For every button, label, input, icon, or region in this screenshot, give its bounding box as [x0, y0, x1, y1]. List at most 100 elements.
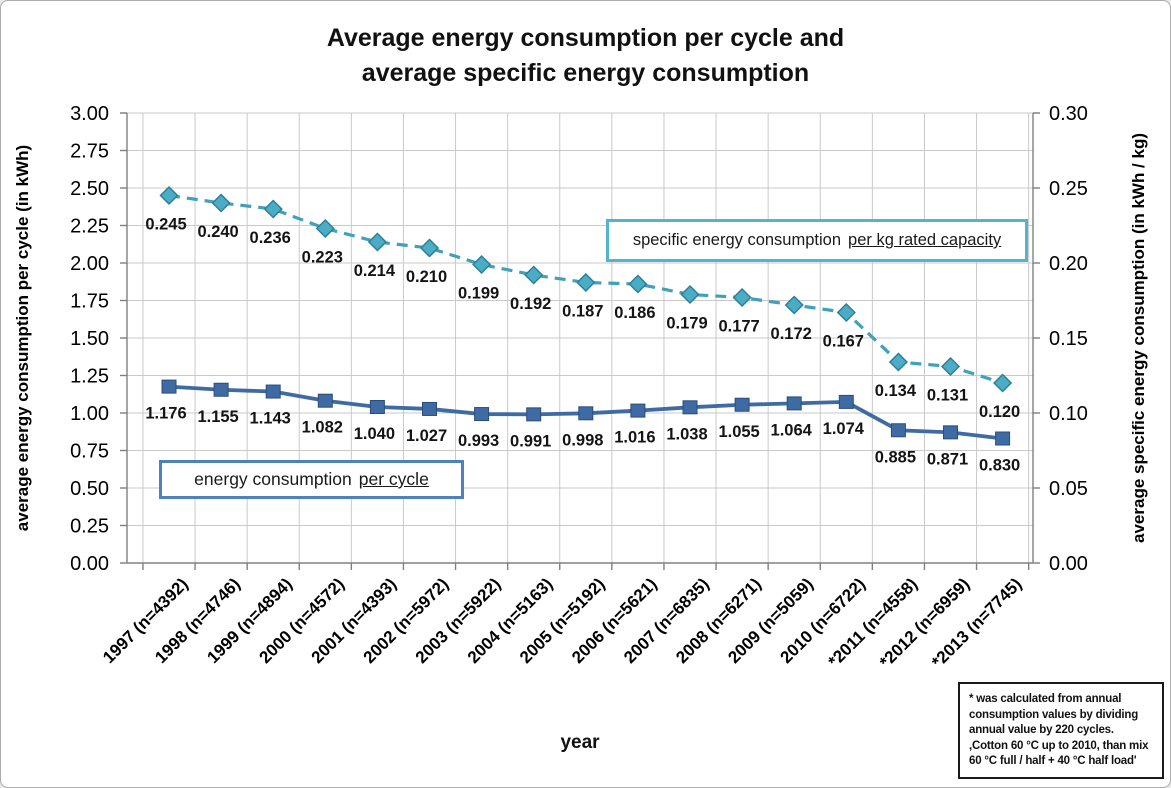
data-label: 0.186 [614, 304, 655, 322]
data-point-square [890, 423, 906, 438]
chart-title-line2: average specific energy consumption [361, 59, 810, 87]
data-point-diamond [315, 218, 335, 239]
data-label: 1.040 [354, 425, 395, 443]
chart-title: Average energy consumption per cycle and… [1, 21, 1170, 91]
data-point-square [474, 407, 490, 422]
data-label: 0.214 [354, 262, 396, 280]
data-point-square [265, 384, 281, 399]
data-label: 0.179 [666, 315, 707, 333]
y-left-tick-label: 2.00 [70, 253, 109, 275]
data-label: 1.082 [302, 419, 343, 437]
data-label: 1.027 [406, 427, 447, 445]
x-category-label: *2011 (n=4558) [825, 574, 922, 671]
data-label: 0.177 [718, 318, 759, 336]
data-label: 0.192 [510, 295, 551, 313]
data-point-square [630, 403, 646, 418]
data-point-square [578, 406, 594, 421]
data-label: 1.064 [771, 421, 813, 439]
legend-energy-cycle-text: energy consumption [194, 469, 352, 489]
data-label: 0.172 [771, 325, 812, 343]
data-label: 0.885 [875, 448, 916, 466]
data-point-square [213, 382, 229, 397]
data-label: 1.016 [614, 429, 655, 447]
data-point-square [422, 401, 437, 416]
data-label: 0.993 [458, 432, 499, 450]
data-point-square [682, 400, 698, 415]
data-point-diamond [628, 274, 648, 294]
data-point-square [526, 407, 542, 422]
data-point-square [734, 397, 750, 412]
y-axis-left-title: average energy consumption per cycle (in… [13, 145, 32, 531]
data-point-square [161, 379, 177, 394]
data-point-diamond [732, 287, 752, 308]
data-label: 0.120 [979, 403, 1020, 421]
data-point-square [943, 425, 958, 440]
data-point-diamond [993, 373, 1013, 393]
x-category-label: *2013 (n=7745) [928, 574, 1025, 671]
data-label: 1.074 [823, 420, 865, 438]
data-label: 0.240 [197, 223, 238, 241]
y-axis-right-title: average specific energy consumption (in … [1129, 133, 1148, 543]
data-point-diamond [263, 199, 283, 219]
y-left-tick-label: 0.25 [70, 516, 109, 538]
y-left-tick-label: 2.50 [70, 178, 109, 200]
y-left-tick-label: 0.75 [70, 441, 109, 463]
x-axis-title: year [560, 732, 600, 753]
y-left-tick-label: 1.25 [70, 366, 109, 388]
y-right-tick-label: 0.00 [1049, 553, 1088, 575]
y-right-tick-label: 0.15 [1049, 328, 1088, 350]
x-category-label: *2012 (n=6959) [876, 574, 973, 671]
data-point-diamond [784, 295, 804, 315]
y-right-tick-label: 0.05 [1049, 478, 1088, 500]
data-label: 0.199 [458, 285, 499, 303]
data-label: 0.131 [927, 387, 968, 405]
data-point-diamond [367, 232, 387, 252]
data-label: 1.176 [145, 405, 186, 423]
data-label: 0.871 [927, 450, 968, 468]
data-label: 0.167 [823, 333, 864, 351]
data-point-diamond [888, 352, 908, 372]
data-point-diamond [419, 238, 440, 258]
y-left-tick-label: 1.00 [70, 403, 109, 425]
y-left-tick-label: 1.75 [70, 291, 109, 313]
data-point-diamond [524, 265, 544, 285]
y-left-tick-label: 2.75 [70, 141, 109, 163]
data-point-diamond [940, 356, 961, 377]
data-label: 1.143 [250, 410, 291, 428]
chart-title-line1: Average energy consumption per cycle and [326, 24, 845, 52]
data-label: 1.155 [197, 408, 238, 426]
data-point-square [317, 393, 333, 408]
y-left-tick-label: 3.00 [70, 103, 109, 125]
data-label: 0.223 [302, 249, 343, 267]
data-label: 0.991 [510, 432, 551, 450]
data-label: 0.998 [562, 431, 603, 449]
data-label: 1.038 [666, 425, 707, 443]
data-label: 0.245 [145, 216, 186, 234]
legend-specific-energy-box: specific energy consumption per kg rated… [606, 219, 1028, 262]
data-point-diamond [576, 272, 596, 293]
y-left-tick-label: 0.00 [70, 553, 109, 575]
data-point-diamond [159, 185, 179, 206]
legend-energy-cycle-underlined: per cycle [358, 469, 429, 489]
y-left-tick-label: 0.50 [70, 478, 109, 500]
footnote-box: * was calculated from annual consumption… [958, 682, 1164, 779]
y-right-tick-label: 0.10 [1049, 403, 1088, 425]
data-label: 0.187 [562, 303, 603, 321]
data-point-square [838, 394, 854, 409]
data-point-diamond [680, 284, 700, 305]
data-point-diamond [472, 254, 492, 275]
y-right-tick-label: 0.30 [1049, 103, 1088, 125]
data-label: 0.134 [875, 382, 917, 400]
y-left-tick-label: 2.25 [70, 216, 109, 238]
data-label: 0.236 [250, 229, 291, 247]
y-right-tick-label: 0.20 [1049, 253, 1088, 275]
data-point-square [369, 400, 385, 414]
data-point-diamond [836, 302, 856, 323]
data-label: 1.055 [718, 423, 759, 441]
y-right-tick-label: 0.25 [1049, 178, 1088, 200]
data-point-diamond [211, 193, 231, 213]
data-point-square [786, 396, 802, 411]
y-left-tick-label: 1.50 [70, 328, 109, 350]
